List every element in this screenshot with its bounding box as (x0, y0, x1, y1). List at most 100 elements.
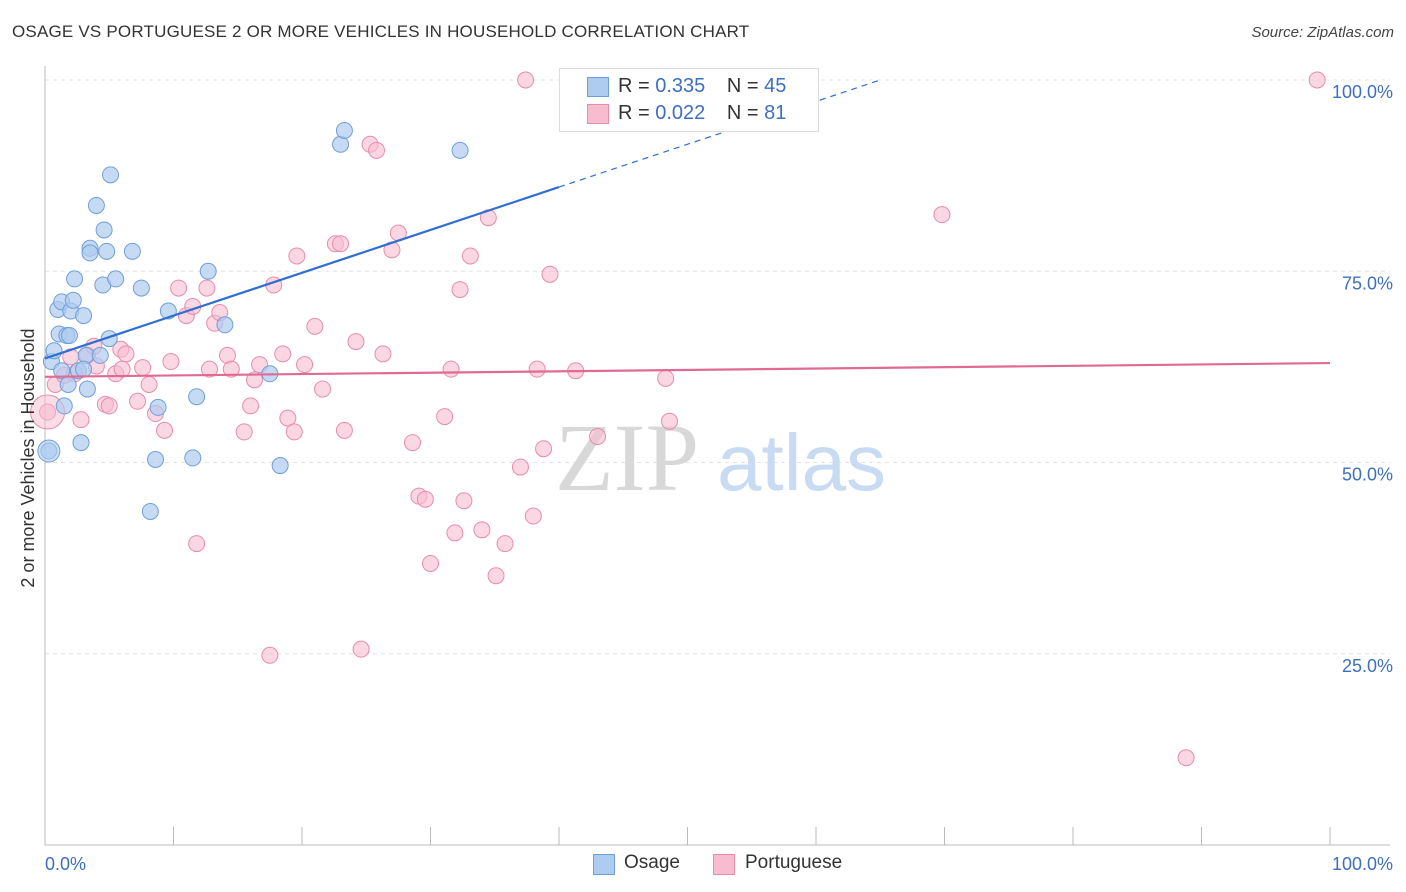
portuguese-point (661, 412, 679, 430)
osage-point (271, 457, 289, 475)
portuguese-point (198, 279, 216, 297)
x-tick-label: 0.0% (45, 854, 86, 874)
portuguese-point (1308, 71, 1326, 89)
source-label: Source: ZipAtlas.com (1251, 24, 1394, 41)
portuguese-trend-line (44, 361, 1331, 378)
portuguese-point (296, 356, 314, 374)
osage-point (59, 375, 77, 393)
osage-point (98, 242, 116, 260)
portuguese-point (162, 353, 180, 371)
osage-point (77, 346, 95, 364)
portuguese-point (524, 507, 542, 525)
portuguese-point (657, 369, 675, 387)
portuguese-point (933, 206, 951, 224)
osage-point (95, 221, 113, 239)
osage-point (91, 346, 109, 364)
portuguese-point (404, 434, 422, 452)
osage-point (55, 397, 73, 415)
portuguese-point (416, 490, 434, 508)
y-tick-label: 75.0% (1342, 273, 1393, 293)
osage-point (123, 242, 141, 260)
osage-point (132, 279, 150, 297)
osage-point (66, 270, 84, 288)
portuguese-point (347, 333, 365, 351)
portuguese-point (374, 345, 392, 363)
portuguese-point (261, 646, 279, 664)
portuguese-point (473, 521, 491, 539)
osage-swatch (587, 77, 609, 97)
portuguese-r-value: 0.022 (655, 102, 706, 124)
osage-point (149, 398, 167, 416)
osage-point (78, 380, 96, 398)
portuguese-point (487, 567, 505, 585)
portuguese-point (117, 345, 135, 363)
osage-points (37, 121, 469, 520)
osage-trend-line (44, 186, 560, 360)
osage-point (75, 307, 93, 325)
portuguese-point (368, 141, 386, 159)
osage-point (107, 270, 125, 288)
portuguese-point (1177, 749, 1195, 767)
osage-point (53, 362, 71, 380)
portuguese-point (288, 247, 306, 265)
osage-point (199, 262, 217, 280)
osage-point (141, 502, 159, 520)
portuguese-point (285, 423, 303, 441)
x-tick-labels: 0.0% 100.0% (45, 854, 1393, 874)
portuguese-point (446, 524, 464, 542)
watermark-atlas: atlas (717, 418, 886, 507)
portuguese-point (72, 411, 90, 429)
portuguese-point (100, 397, 118, 415)
portuguese-n-value: 81 (764, 102, 787, 124)
portuguese-r-label: R = (618, 102, 656, 124)
osage-point (60, 327, 78, 345)
osage-point (102, 166, 120, 184)
portuguese-point (129, 392, 147, 410)
stats-legend: R = 0.335 N = 45 R = 0.022 N = 81 (559, 68, 819, 132)
bottom-legend-osage-swatch (593, 854, 615, 875)
portuguese-point (170, 279, 188, 297)
chart-title: OSAGE VS PORTUGUESE 2 OR MORE VEHICLES I… (12, 22, 750, 41)
portuguese-point (332, 235, 350, 253)
portuguese-point (279, 409, 297, 427)
portuguese-swatch (587, 104, 609, 124)
y-tick-label: 100.0% (1332, 82, 1393, 102)
portuguese-point (235, 423, 253, 441)
portuguese-point (188, 535, 206, 553)
osage-point (87, 196, 105, 214)
gridlines (45, 79, 1390, 655)
portuguese-point (535, 440, 553, 458)
portuguese-point (335, 421, 353, 439)
osage-point-large (37, 439, 61, 463)
bottom-legend-portuguese: Portuguese (745, 852, 843, 873)
bottom-legend-portuguese-swatch (713, 854, 735, 875)
osage-point (147, 450, 165, 468)
portuguese-point (442, 360, 460, 378)
portuguese-point (222, 360, 240, 378)
portuguese-point (541, 265, 559, 283)
portuguese-point (113, 360, 131, 378)
portuguese-point (134, 359, 152, 377)
portuguese-point (496, 535, 514, 553)
portuguese-point (589, 427, 607, 445)
osage-stats: R = 0.335 N = 45 (618, 75, 786, 98)
portuguese-point (455, 492, 473, 510)
portuguese-point (461, 247, 479, 265)
portuguese-point (200, 360, 218, 378)
osage-trend-extension (558, 79, 881, 188)
portuguese-point (436, 408, 454, 426)
osage-point (188, 388, 206, 406)
portuguese-n-label: N = (726, 102, 765, 124)
portuguese-point (245, 371, 263, 389)
portuguese-point (242, 397, 260, 415)
osage-point (335, 121, 353, 139)
osage-n-label: N = (726, 75, 765, 97)
bottom-legend-osage: Osage (624, 852, 680, 873)
osage-point (184, 449, 202, 467)
portuguese-point (274, 345, 292, 363)
portuguese-point (528, 360, 546, 378)
portuguese-point (156, 421, 174, 439)
osage-point (64, 291, 82, 309)
y-tick-labels: 25.0% 50.0% 75.0% 100.0% (1332, 82, 1393, 676)
